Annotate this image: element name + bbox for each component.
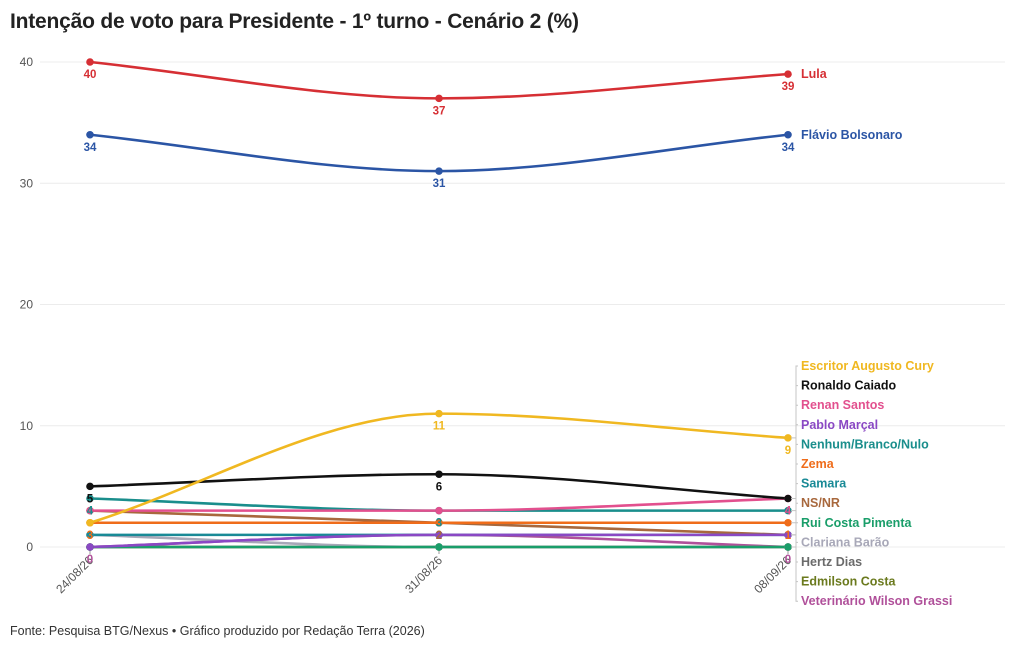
data-label-zema: 1 bbox=[785, 530, 792, 542]
point-ronaldo-caiado bbox=[86, 482, 94, 491]
end-label-pablo-marcal: Pablo Marçal bbox=[801, 418, 878, 432]
chart-title: Intenção de voto para Presidente - 1º tu… bbox=[10, 10, 579, 33]
point-ronaldo-caiado bbox=[784, 494, 792, 503]
end-label-leader bbox=[791, 424, 798, 536]
end-label-leader bbox=[791, 443, 798, 512]
point-pablo-marcal bbox=[435, 531, 443, 539]
point-ronaldo-caiado bbox=[435, 470, 443, 479]
end-label-escritor-augusto-cury: Escritor Augusto Cury bbox=[801, 359, 934, 373]
end-label-edmilson-costa: Edmilson Costa bbox=[801, 575, 897, 589]
end-label-leader bbox=[791, 404, 798, 499]
point-rui-costa-pimenta bbox=[435, 543, 443, 551]
data-label-flavio-bolsonaro: 34 bbox=[782, 142, 795, 154]
end-label-leader bbox=[791, 463, 798, 524]
series-line-flavio-bolsonaro bbox=[88, 133, 790, 173]
point-escritor-augusto-cury bbox=[435, 409, 443, 418]
series-points bbox=[86, 58, 792, 551]
point-lula bbox=[784, 70, 792, 78]
data-label-lula: 37 bbox=[433, 105, 446, 117]
end-label-samara: Samara bbox=[801, 477, 847, 491]
point-renan-santos bbox=[435, 506, 443, 515]
data-label-escritor-augusto-cury: 9 bbox=[785, 445, 791, 457]
data-label-ronaldo-caiado: 5 bbox=[87, 493, 94, 505]
end-label-leader bbox=[791, 546, 798, 563]
end-label-leader bbox=[791, 541, 798, 548]
series-line-lula bbox=[88, 60, 790, 100]
point-zema bbox=[435, 518, 443, 527]
data-label-renan-santos: 4 bbox=[785, 506, 792, 518]
point-escritor-augusto-cury bbox=[784, 434, 792, 442]
point-escritor-augusto-cury bbox=[86, 518, 94, 527]
end-label-leader bbox=[791, 365, 798, 439]
point-pablo-marcal bbox=[784, 531, 792, 539]
data-label-veterinario-wilson-grassi: 0 bbox=[87, 554, 93, 566]
end-label-ronaldo-caiado: Ronaldo Caiado bbox=[801, 379, 897, 393]
point-nenhum-branco-nulo bbox=[86, 494, 94, 503]
point-flavio-bolsonaro bbox=[435, 167, 443, 175]
data-label-lula: 39 bbox=[782, 81, 795, 93]
data-label-nenhum-branco-nulo: 4 bbox=[87, 506, 94, 518]
point-rui-costa-pimenta bbox=[784, 543, 792, 551]
y-tick-label: 30 bbox=[20, 176, 34, 190]
end-label-zema: Zema bbox=[801, 457, 835, 471]
point-renan-santos bbox=[86, 506, 94, 515]
end-label-leader bbox=[791, 502, 798, 536]
data-label-zema: 3 bbox=[87, 530, 93, 542]
series-end-labels: Lula Flávio Bolsonaro Escritor Augusto Cur… bbox=[791, 67, 952, 608]
data-label-flavio-bolsonaro: 31 bbox=[433, 178, 446, 190]
source-footer: Fonte: Pesquisa BTG/Nexus • Gráfico prod… bbox=[10, 624, 425, 638]
y-tick-label: 20 bbox=[20, 298, 34, 312]
point-lula bbox=[86, 58, 94, 66]
point-pablo-marcal bbox=[86, 543, 94, 551]
end-label-flavio-bolsonaro: Flávio Bolsonaro bbox=[801, 128, 903, 142]
data-label-nenhum-branco-nulo: 3 bbox=[436, 518, 442, 530]
end-label-rui-costa-pimenta: Rui Costa Pimenta bbox=[801, 516, 912, 530]
end-label-nenhum-branco-nulo: Nenhum/Branco/Nulo bbox=[801, 437, 929, 451]
point-flavio-bolsonaro bbox=[86, 130, 94, 139]
y-tick-label: 10 bbox=[20, 419, 34, 433]
y-tick-label: 40 bbox=[20, 55, 34, 69]
point-flavio-bolsonaro bbox=[784, 130, 792, 139]
data-label-veterinario-wilson-grassi: 0 bbox=[785, 554, 791, 566]
end-label-leader bbox=[791, 385, 798, 499]
data-label-lula: 40 bbox=[84, 69, 97, 81]
end-label-clariana-barao: Clariana Barão bbox=[801, 535, 890, 549]
y-axis-ticks: 0 10 20 30 40 bbox=[20, 55, 34, 554]
end-label-lula: Lula bbox=[801, 67, 828, 81]
end-label-leader bbox=[791, 483, 798, 536]
end-label-renan-santos: Renan Santos bbox=[801, 398, 884, 412]
data-label-flavio-bolsonaro: 34 bbox=[84, 142, 97, 154]
end-label-ns-nr: NS/NR bbox=[801, 496, 840, 510]
end-label-veterinario-wilson-grassi: Veterinário Wilson Grassi bbox=[801, 594, 952, 608]
end-label-hertz-dias: Hertz Dias bbox=[801, 555, 862, 569]
point-zema bbox=[784, 518, 792, 527]
point-lula bbox=[435, 94, 443, 103]
end-label-leader bbox=[791, 546, 798, 602]
data-label-ronaldo-caiado: 6 bbox=[436, 481, 442, 493]
x-tick-label: 31/08/26 bbox=[402, 553, 445, 596]
point-samara bbox=[86, 531, 94, 539]
data-label-escritor-augusto-cury: 11 bbox=[433, 421, 446, 433]
point-nenhum-branco-nulo bbox=[784, 506, 792, 515]
data-label-ns-nr: 2 bbox=[436, 530, 442, 542]
x-axis-ticks: 24/08/26 31/08/26 08/09/26 bbox=[53, 549, 794, 596]
y-tick-label: 0 bbox=[26, 540, 33, 554]
